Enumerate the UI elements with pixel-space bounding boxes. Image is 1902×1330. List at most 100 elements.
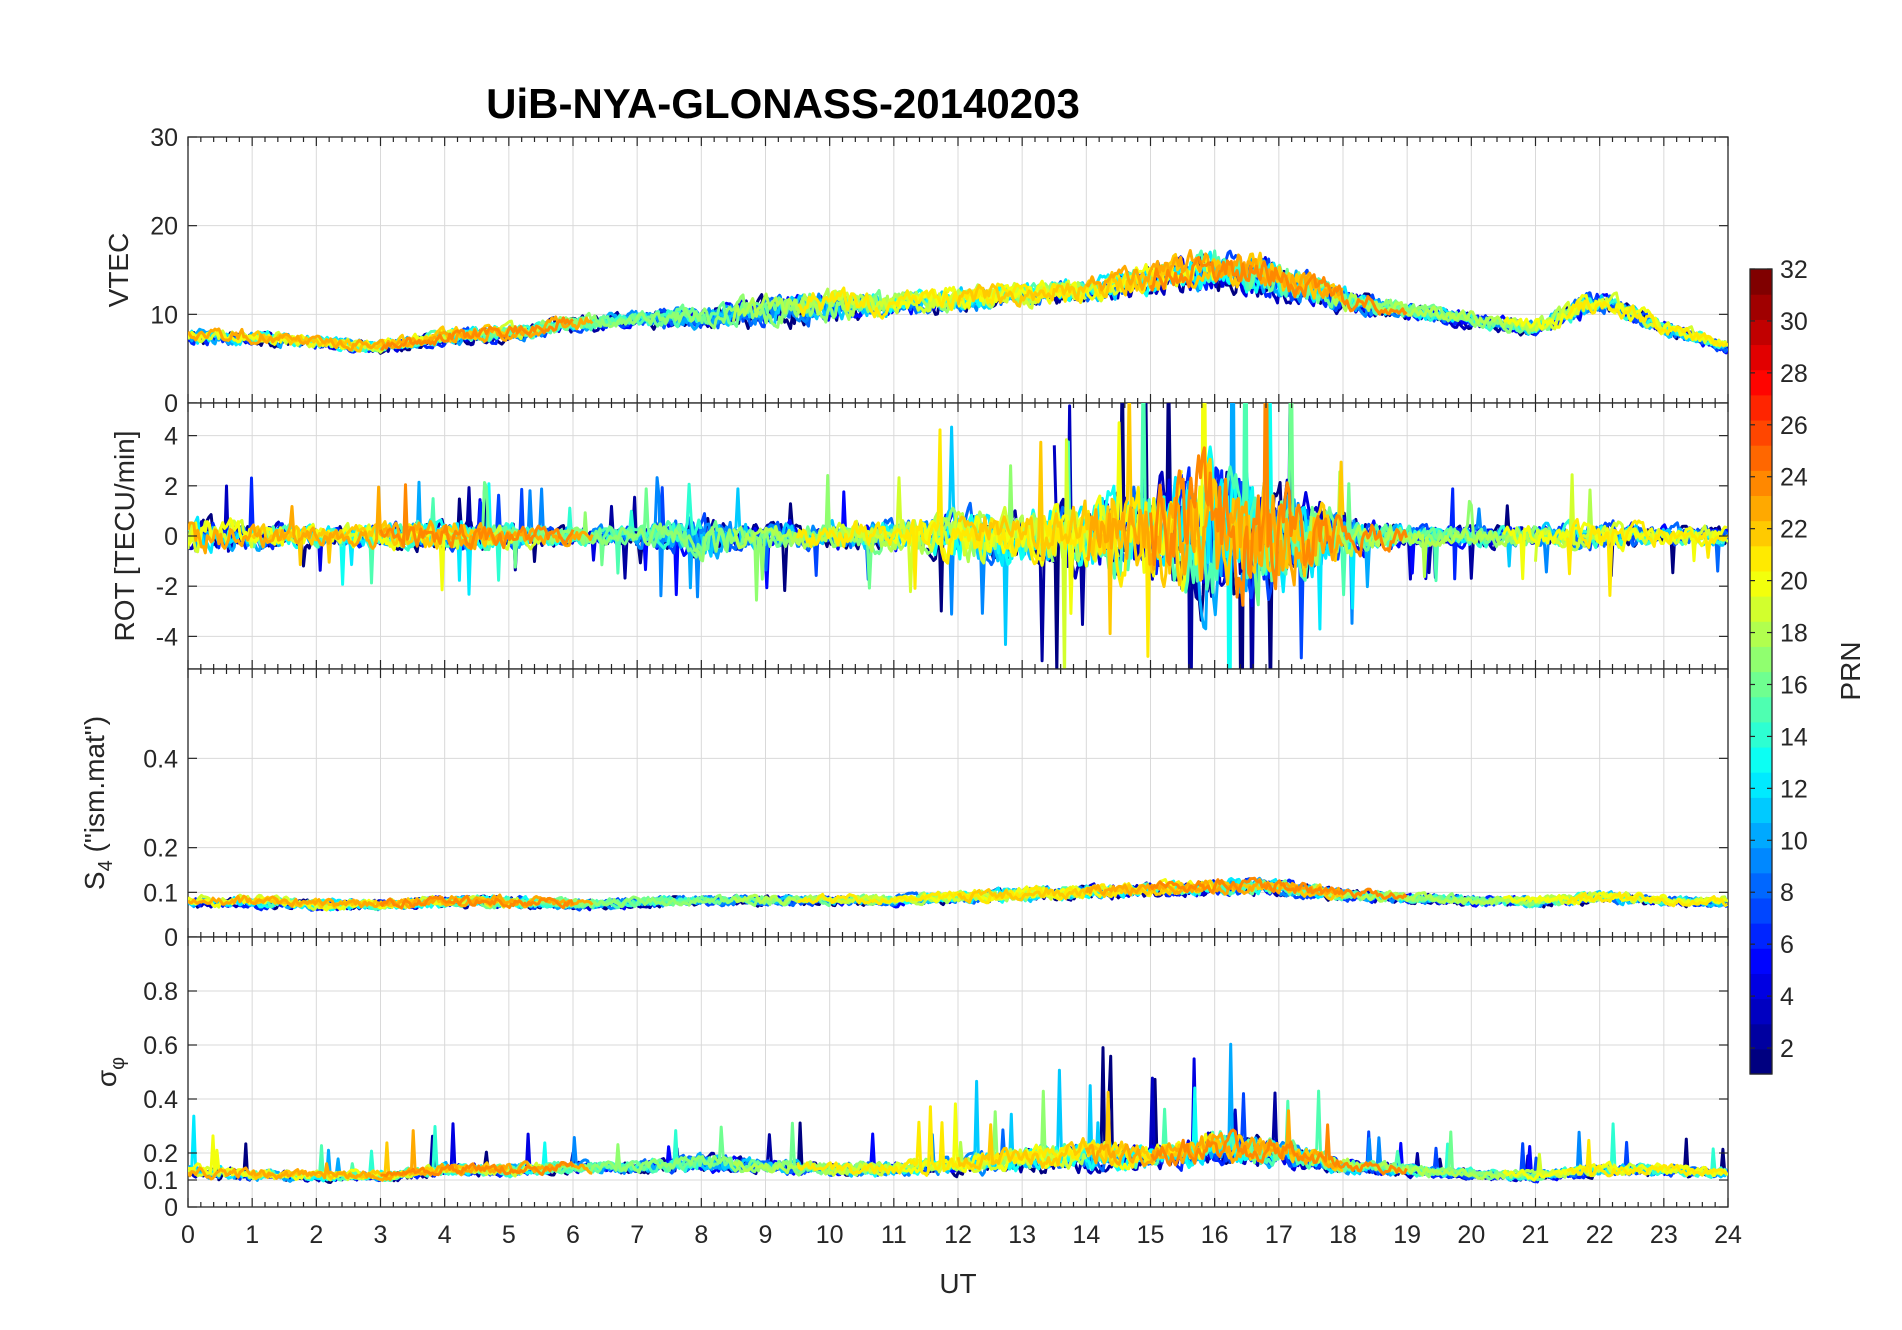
y-tick-label: 20	[150, 213, 178, 241]
series-prn-24-line	[379, 894, 575, 910]
colorbar-swatch	[1750, 973, 1772, 1000]
x-tick-label: 8	[694, 1221, 708, 1249]
x-tick-label: 0	[181, 1221, 195, 1249]
colorbar-swatch	[1750, 545, 1772, 572]
colorbar-swatch	[1750, 495, 1772, 522]
y-tick-label: -2	[156, 573, 178, 601]
colorbar-swatch	[1750, 897, 1772, 924]
series-prn-21-line	[1566, 299, 1728, 348]
series-prn-19-line	[829, 1139, 1120, 1177]
colorbar-swatch	[1750, 646, 1772, 673]
colorbar-tick-label: 10	[1780, 827, 1808, 855]
y-tick-label: 0.6	[143, 1032, 178, 1060]
series-prn-20-line	[1502, 521, 1728, 581]
colorbar-tick-label: 20	[1780, 568, 1808, 596]
x-tick-label: 2	[309, 1221, 323, 1249]
colorbar-swatch	[1750, 847, 1772, 874]
y-tick-label: 0.1	[143, 1167, 178, 1195]
colorbar-swatch	[1750, 470, 1772, 497]
x-tick-label: 14	[1072, 1221, 1100, 1249]
colorbar-swatch	[1750, 621, 1772, 647]
x-tick-label: 3	[374, 1221, 388, 1249]
y-tick-label: 0.4	[143, 745, 178, 773]
series-group	[188, 1042, 1728, 1184]
y-tick-label: -4	[156, 623, 178, 651]
series-prn-21-line	[1566, 891, 1728, 908]
colorbar-tick-label: 32	[1780, 256, 1808, 284]
panel-s4: 0 0.1 0.2 0.4 S4 ("ism.mat")	[79, 668, 1729, 952]
series-group	[188, 403, 1728, 669]
x-tick-label: 16	[1201, 1221, 1229, 1249]
y-tick-label: 0.8	[143, 978, 178, 1006]
colorbar-tick-label: 12	[1780, 775, 1808, 803]
series-group	[188, 249, 1728, 355]
x-tick-label: 11	[881, 1221, 907, 1249]
colorbar-swatch	[1750, 445, 1772, 471]
series-group	[188, 876, 1728, 912]
x-tick-label: 23	[1650, 1221, 1678, 1249]
series-prn-23-line	[188, 893, 594, 910]
series-prn-18-line	[1309, 883, 1601, 906]
y-tick-label: 0.1	[143, 879, 178, 907]
x-tick-label: 6	[566, 1221, 580, 1249]
colorbar-swatch	[1750, 923, 1772, 949]
y-tick-label: 0.2	[143, 1140, 178, 1168]
panel-sigma: 00.10.2 0.4 0.6 0.8 σφ	[91, 936, 1729, 1222]
colorbar-swatch	[1750, 269, 1772, 295]
y-tick-label: 2	[164, 473, 178, 501]
series-prn-24-line	[1149, 876, 1408, 900]
x-tick-label: 21	[1522, 1221, 1550, 1249]
x-tick-label: 15	[1137, 1221, 1165, 1249]
colorbar-tick-label: 6	[1780, 931, 1794, 959]
colorbar-label: PRN	[1835, 641, 1866, 700]
colorbar-frame	[1749, 268, 1773, 1075]
x-tick-label: 17	[1265, 1221, 1293, 1249]
colorbar-swatch	[1750, 696, 1772, 723]
colorbar-tick-label: 22	[1780, 516, 1808, 544]
series-prn-21-line	[797, 257, 1185, 320]
x-tick-label: 24	[1714, 1221, 1742, 1249]
x-tick-label: 7	[630, 1221, 644, 1249]
colorbar-swatch	[1750, 520, 1772, 547]
x-tick-label: 1	[245, 1221, 259, 1249]
colorbar-swatch	[1750, 319, 1772, 346]
series-prn-24-line	[1149, 255, 1408, 316]
colorbar-swatch	[1750, 721, 1772, 748]
colorbar-tick-label: 24	[1780, 464, 1808, 492]
series-prn-23-line	[188, 1129, 593, 1182]
colorbar-swatch	[1750, 294, 1772, 320]
series-prn-21-line	[1566, 518, 1728, 597]
series-prn-20-line	[1503, 891, 1728, 906]
colorbar-swatch	[1750, 394, 1772, 421]
x-tick-label: 9	[759, 1221, 773, 1249]
colorbar-swatch	[1750, 797, 1772, 824]
colorbar-swatch	[1750, 746, 1772, 773]
x-tick-labels: 0 1 2 3 4 5 6 7 8 9 10 11 12 13 14 15 16 17 18 19 20 21 22 23 24	[181, 1221, 1742, 1249]
colorbar-swatch	[1750, 671, 1772, 698]
colorbar-tick-label: 14	[1780, 723, 1808, 751]
x-tick-label: 5	[502, 1221, 516, 1249]
y-tick-label: 0.2	[143, 835, 178, 863]
colorbar-swatch	[1750, 596, 1772, 622]
colorbar-swatch	[1750, 772, 1772, 798]
colorbar-swatch	[1750, 419, 1772, 446]
series-prn-24-line	[380, 1161, 575, 1178]
colorbar-swatch	[1750, 948, 1772, 974]
x-axis-label: UT	[939, 1268, 976, 1299]
x-tick-label: 13	[1008, 1221, 1036, 1249]
colorbar-tick-label: 18	[1780, 620, 1808, 648]
y-tick-label: 0	[164, 924, 178, 952]
x-tick-label: 22	[1586, 1221, 1614, 1249]
colorbar-swatch	[1750, 369, 1772, 396]
colorbar-swatch	[1750, 570, 1772, 597]
series-prn-24-line	[1150, 1123, 1408, 1176]
y-tick-label: 0	[164, 390, 178, 418]
series-prn-24-line	[379, 483, 575, 551]
panel-vtec: 0 10 20 30 VTEC	[103, 124, 1729, 418]
y-tick-label: 0	[164, 1194, 178, 1222]
series-prn-24-line	[1149, 403, 1408, 607]
x-tick-label: 20	[1457, 1221, 1485, 1249]
